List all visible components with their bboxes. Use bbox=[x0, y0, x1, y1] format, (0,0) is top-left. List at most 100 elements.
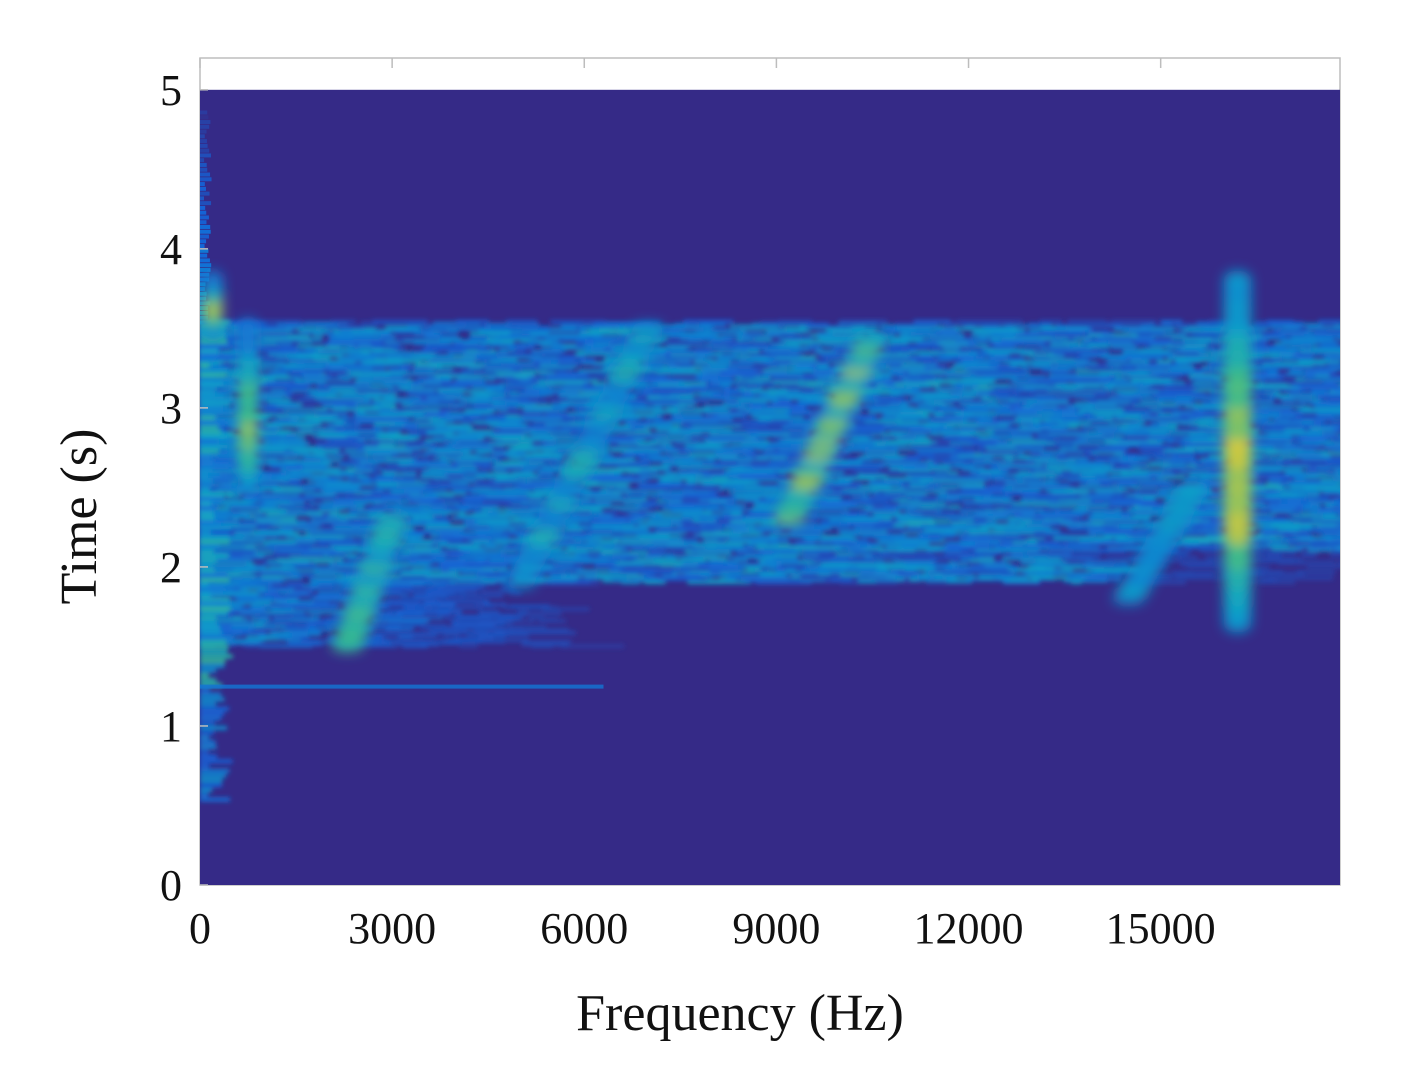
activity-streak bbox=[1242, 365, 1305, 370]
activity-streak bbox=[409, 580, 439, 585]
activity-streak bbox=[1215, 515, 1229, 520]
activity-streak bbox=[999, 399, 1016, 404]
activity-streak bbox=[458, 432, 525, 437]
activity-streak bbox=[983, 494, 1009, 499]
activity-streak bbox=[391, 576, 446, 580]
activity-streak bbox=[1059, 447, 1107, 451]
activity-streak bbox=[1115, 325, 1151, 330]
activity-streak bbox=[1299, 358, 1338, 362]
activity-streak bbox=[805, 322, 829, 327]
activity-streak bbox=[1183, 328, 1222, 333]
x-tick-label: 3000 bbox=[348, 904, 436, 953]
activity-streak bbox=[998, 460, 1047, 465]
activity-streak bbox=[1005, 324, 1038, 328]
activity-streak bbox=[1306, 564, 1340, 568]
activity-streak bbox=[1011, 379, 1037, 383]
activity-streak bbox=[558, 392, 615, 397]
decay-tail-cell bbox=[200, 248, 209, 253]
activity-streak bbox=[268, 585, 334, 589]
activity-streak bbox=[568, 546, 627, 551]
activity-streak bbox=[929, 463, 951, 468]
activity-streak bbox=[960, 431, 994, 435]
activity-streak bbox=[1032, 439, 1049, 444]
activity-streak bbox=[429, 533, 440, 537]
activity-streak bbox=[1094, 457, 1119, 462]
activity-streak bbox=[1307, 548, 1333, 552]
activity-streak bbox=[257, 476, 296, 481]
activity-streak bbox=[1305, 493, 1340, 497]
activity-streak bbox=[297, 399, 334, 404]
activity-streak bbox=[897, 579, 920, 583]
activity-streak bbox=[378, 542, 432, 546]
low-frequency-cell bbox=[200, 640, 227, 645]
activity-streak bbox=[1180, 522, 1242, 527]
activity-streak bbox=[942, 571, 972, 576]
activity-streak bbox=[990, 337, 1002, 342]
activity-streak bbox=[427, 343, 478, 348]
activity-streak bbox=[470, 502, 531, 506]
activity-streak bbox=[349, 476, 404, 481]
activity-streak bbox=[876, 488, 934, 493]
activity-streak bbox=[1052, 340, 1078, 345]
activity-streak bbox=[651, 515, 699, 520]
low-frequency-cell bbox=[200, 382, 224, 387]
low-frequency-cell bbox=[200, 520, 220, 525]
activity-streak bbox=[399, 364, 412, 368]
low-frequency-cell bbox=[200, 530, 212, 535]
activity-streak bbox=[605, 485, 630, 490]
activity-streak bbox=[623, 552, 675, 557]
activity-streak bbox=[317, 567, 384, 571]
activity-streak bbox=[1265, 407, 1292, 411]
activity-streak bbox=[1261, 331, 1282, 336]
activity-streak bbox=[262, 380, 324, 385]
activity-streak bbox=[1267, 379, 1312, 383]
activity-streak bbox=[659, 349, 709, 354]
activity-streak bbox=[396, 439, 451, 444]
activity-streak bbox=[461, 594, 504, 598]
feature-sweep-5000-7000Hz bbox=[597, 390, 630, 403]
activity-streak bbox=[1130, 417, 1197, 422]
activity-streak bbox=[943, 324, 957, 328]
activity-streak bbox=[495, 539, 541, 543]
activity-streak bbox=[1275, 460, 1327, 465]
activity-streak bbox=[437, 370, 458, 374]
activity-streak bbox=[1023, 493, 1077, 497]
low-frequency-cell bbox=[200, 654, 233, 659]
activity-streak bbox=[1317, 345, 1340, 349]
feature-sweep-2000-3000Hz bbox=[376, 513, 409, 526]
activity-streak bbox=[1184, 479, 1249, 484]
activity-streak bbox=[550, 319, 606, 324]
activity-streak bbox=[200, 629, 261, 634]
activity-streak bbox=[1011, 555, 1061, 560]
activity-streak bbox=[495, 638, 529, 643]
activity-streak bbox=[974, 511, 1037, 515]
activity-streak bbox=[633, 576, 700, 580]
activity-streak bbox=[1254, 557, 1302, 561]
activity-streak bbox=[895, 322, 938, 327]
x-axis-tick-labels: 0 3000 6000 9000 12000 15000 bbox=[189, 904, 1216, 953]
activity-streak bbox=[448, 540, 473, 545]
decay-tail-cell bbox=[200, 205, 206, 210]
activity-streak bbox=[851, 408, 862, 413]
decay-tail-cell bbox=[200, 229, 211, 234]
low-frequency-cell bbox=[200, 659, 226, 664]
activity-streak bbox=[744, 554, 781, 558]
activity-streak bbox=[1334, 497, 1340, 502]
activity-streak bbox=[329, 542, 371, 546]
activity-streak bbox=[892, 557, 957, 561]
activity-streak bbox=[1333, 324, 1340, 328]
activity-streak bbox=[439, 580, 456, 585]
activity-streak bbox=[932, 379, 994, 383]
activity-streak bbox=[869, 506, 895, 511]
activity-streak bbox=[382, 468, 406, 472]
activity-streak bbox=[384, 340, 452, 345]
low-frequency-cell bbox=[200, 787, 213, 792]
activity-streak bbox=[438, 389, 493, 394]
activity-streak bbox=[961, 468, 1009, 472]
activity-streak bbox=[1039, 319, 1063, 324]
low-frequency-cell bbox=[200, 644, 229, 649]
activity-streak bbox=[579, 468, 640, 472]
activity-streak bbox=[268, 463, 328, 468]
activity-streak bbox=[712, 346, 769, 351]
activity-streak bbox=[367, 355, 404, 359]
